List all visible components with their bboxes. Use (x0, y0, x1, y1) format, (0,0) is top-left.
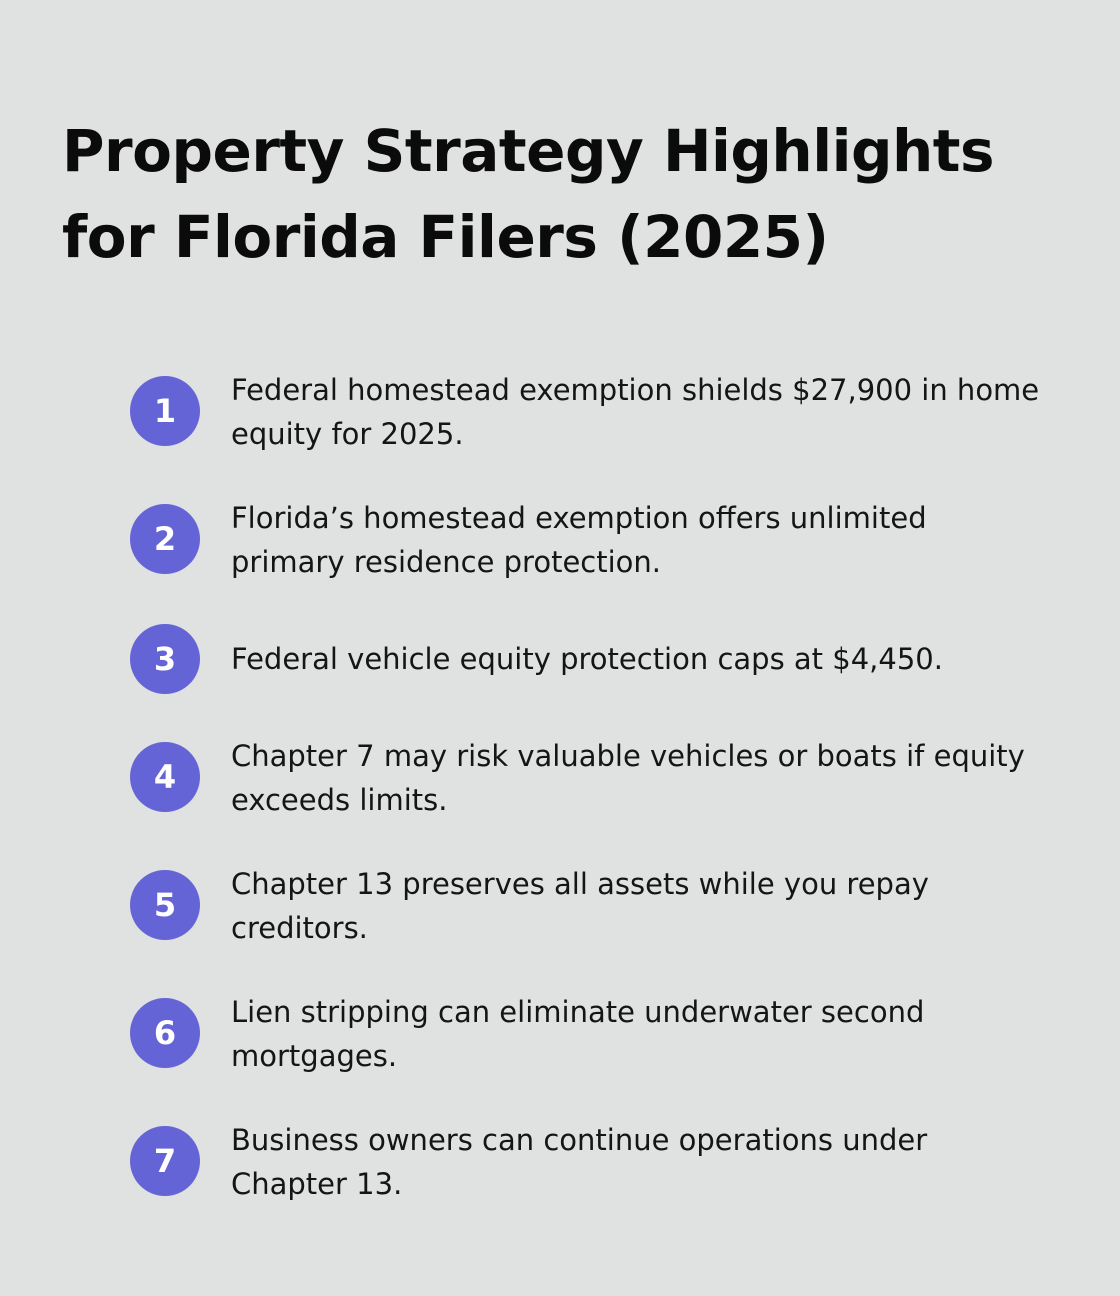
item-text: Chapter 13 preserves all assets while yo… (231, 867, 929, 945)
number-badge: 5 (130, 870, 200, 940)
item-text: Federal vehicle equity protection caps a… (231, 642, 943, 676)
number-badge: 2 (130, 504, 200, 574)
number-badge: 7 (130, 1126, 200, 1196)
item-text: Business owners can continue operations … (231, 1123, 928, 1201)
list-item: 6 Lien stripping can eliminate underwate… (130, 990, 1050, 1080)
list-item: 1 Federal homestead exemption shields $2… (130, 368, 1050, 458)
item-text: Federal homestead exemption shields $27,… (231, 373, 1040, 451)
item-text: Florida’s homestead exemption offers unl… (231, 501, 927, 579)
list-item: 7 Business owners can continue operation… (130, 1118, 1050, 1208)
number-badge: 1 (130, 376, 200, 446)
list-item: 2 Florida’s homestead exemption offers u… (130, 496, 1050, 586)
list-item: 3 Federal vehicle equity protection caps… (130, 624, 1050, 714)
number-badge: 3 (130, 624, 200, 694)
highlights-list: 1 Federal homestead exemption shields $2… (130, 0, 1050, 1296)
item-text: Chapter 7 may risk valuable vehicles or … (231, 739, 1025, 817)
list-item: 4 Chapter 7 may risk valuable vehicles o… (130, 734, 1050, 824)
page-title: Property Strategy Highlights for Florida… (62, 117, 995, 271)
item-text: Lien stripping can eliminate underwater … (231, 995, 925, 1073)
list-item: 5 Chapter 13 preserves all assets while … (130, 862, 1050, 952)
number-badge: 4 (130, 742, 200, 812)
number-badge: 6 (130, 998, 200, 1068)
